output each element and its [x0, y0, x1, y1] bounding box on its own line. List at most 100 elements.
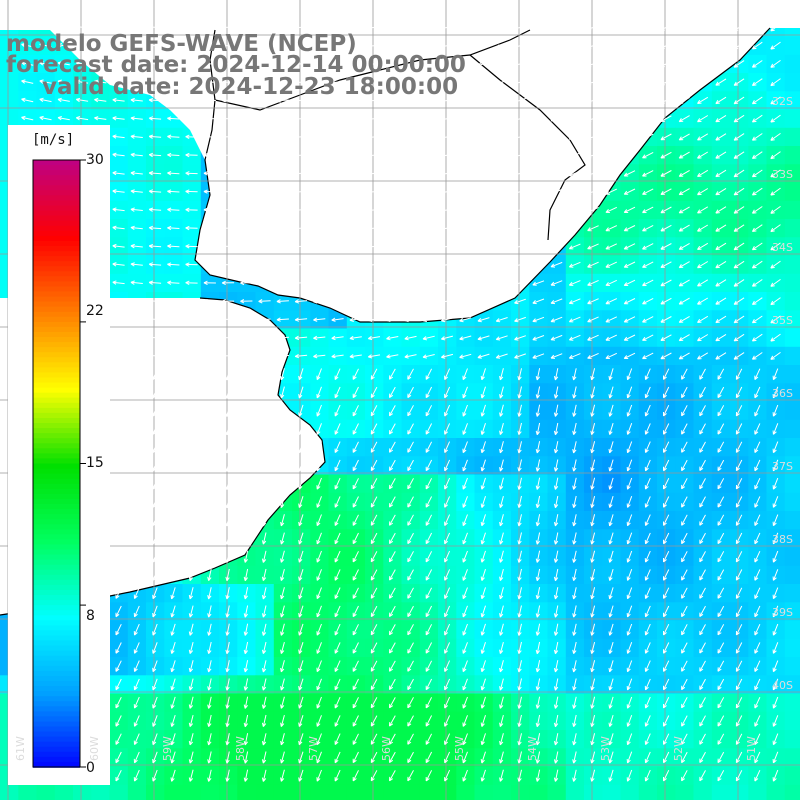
- wind-arrow: [407, 532, 414, 545]
- wind-arrow: [608, 714, 614, 727]
- wind-arrow: [298, 423, 304, 435]
- wind-arrow: [422, 98, 435, 104]
- wind-arrow: [225, 550, 230, 563]
- colorbar-segment: [33, 190, 80, 197]
- wind-arrow: [754, 642, 761, 654]
- wind-arrow: [644, 368, 651, 380]
- wind-arrow: [352, 405, 359, 417]
- wind-arrow: [280, 422, 285, 436]
- wind-cell: [657, 784, 676, 800]
- wind-arrow: [770, 114, 781, 123]
- wind-arrow: [644, 477, 651, 490]
- wind-arrow: [590, 532, 596, 545]
- wind-cell: [638, 310, 658, 330]
- wind-arrow: [642, 133, 654, 141]
- wind-arrow: [572, 550, 577, 563]
- colorbar-segment: [33, 681, 80, 687]
- wind-arrow: [717, 569, 725, 581]
- wind-arrow: [425, 733, 433, 745]
- wind-arrow: [148, 207, 162, 212]
- wind-arrow: [660, 115, 672, 122]
- wind-arrow: [225, 477, 230, 490]
- wind-arrow: [422, 80, 435, 85]
- wind-arrow: [334, 441, 341, 453]
- wind-arrow: [133, 696, 140, 709]
- wind-arrow: [258, 353, 271, 359]
- wind-arrow: [280, 733, 285, 746]
- wind-arrow: [152, 751, 158, 764]
- colorbar-segment: [33, 716, 80, 723]
- wind-arrow: [331, 226, 344, 231]
- wind-arrow: [115, 550, 122, 563]
- wind-arrow: [462, 514, 468, 527]
- wind-arrow: [699, 478, 706, 490]
- wind-arrow: [386, 25, 399, 30]
- wind-arrow: [644, 532, 651, 545]
- wind-arrow: [495, 189, 508, 195]
- wind-arrow: [225, 532, 230, 545]
- wind-arrow: [167, 335, 180, 340]
- wind-arrow: [480, 386, 486, 399]
- wind-arrow: [170, 422, 176, 435]
- wind-cell: [584, 310, 603, 330]
- wind-arrow: [225, 386, 230, 399]
- wind-arrow: [407, 642, 414, 654]
- wind-arrow: [444, 678, 451, 691]
- wind-cell: [711, 638, 731, 658]
- wind-arrow: [514, 189, 526, 195]
- wind-arrow: [133, 496, 140, 508]
- wind-arrow: [623, 170, 636, 177]
- wind-arrow: [240, 134, 253, 140]
- wind-cell: [73, 784, 92, 800]
- wind-arrow: [331, 80, 344, 85]
- wind-arrow: [170, 495, 176, 508]
- wind-arrow: [663, 423, 670, 435]
- wind-cell: [711, 529, 731, 549]
- wind-cell: [638, 237, 658, 257]
- wind-cell: [784, 511, 800, 530]
- colorbar-segment: [33, 220, 80, 227]
- wind-arrow: [663, 514, 670, 526]
- wind-arrow: [644, 514, 651, 526]
- colorbar-segment: [33, 225, 80, 232]
- wind-arrow: [316, 678, 322, 691]
- wind-arrow: [699, 441, 706, 453]
- wind-arrow: [717, 441, 725, 453]
- wind-arrow: [462, 696, 468, 709]
- wind-arrow: [495, 244, 508, 250]
- wind-arrow: [404, 226, 417, 231]
- wind-arrow: [130, 262, 143, 267]
- wind-arrow: [367, 226, 381, 231]
- wind-arrow: [605, 152, 618, 159]
- colorbar-segment: [33, 761, 80, 768]
- wind-arrow: [334, 678, 341, 691]
- wind-cell: [784, 565, 800, 585]
- wind-arrow: [367, 189, 381, 195]
- wind-arrow: [605, 352, 618, 359]
- wind-arrow: [203, 152, 216, 158]
- wind-arrow: [459, 80, 472, 85]
- wind-arrow: [495, 171, 508, 177]
- wind-arrow: [590, 733, 596, 746]
- wind-cell: [711, 419, 731, 439]
- wind-arrow: [532, 134, 545, 140]
- wind-arrow: [203, 225, 216, 231]
- colorbar-segment: [33, 650, 80, 657]
- wind-arrow: [495, 116, 508, 122]
- wind-arrow: [112, 189, 125, 194]
- wind-arrow: [133, 769, 140, 782]
- wind-arrow: [462, 386, 468, 399]
- wind-arrow: [717, 660, 725, 672]
- wind-arrow: [770, 351, 781, 360]
- colorbar-segment: [33, 433, 80, 439]
- wind-arrow: [532, 298, 545, 305]
- wind-arrow: [550, 61, 563, 67]
- wind-arrow: [733, 315, 745, 324]
- wind-arrow: [240, 43, 253, 48]
- wind-arrow: [495, 280, 508, 286]
- wind-arrow: [587, 188, 599, 195]
- wind-arrow: [185, 61, 198, 66]
- wind-arrow: [115, 642, 122, 654]
- wind-arrow: [480, 496, 486, 508]
- wind-arrow: [130, 225, 143, 231]
